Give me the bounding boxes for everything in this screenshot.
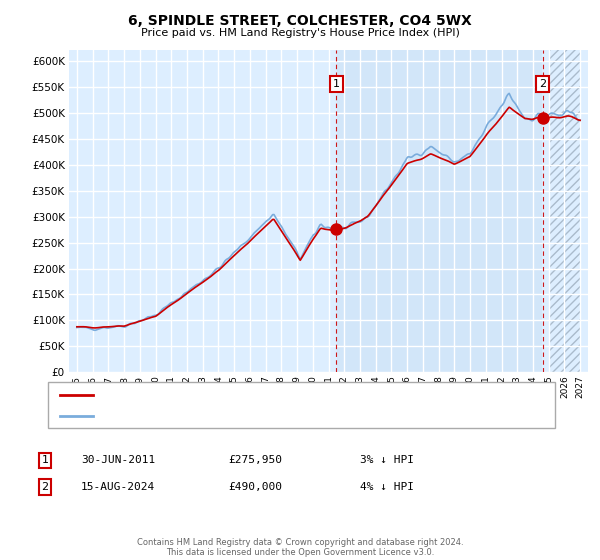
Text: 1: 1 xyxy=(333,79,340,89)
Text: £490,000: £490,000 xyxy=(228,482,282,492)
Text: 30-JUN-2011: 30-JUN-2011 xyxy=(81,455,155,465)
Text: 6, SPINDLE STREET, COLCHESTER, CO4 5WX: 6, SPINDLE STREET, COLCHESTER, CO4 5WX xyxy=(128,14,472,28)
Text: £275,950: £275,950 xyxy=(228,455,282,465)
Text: Price paid vs. HM Land Registry's House Price Index (HPI): Price paid vs. HM Land Registry's House … xyxy=(140,28,460,38)
Text: 15-AUG-2024: 15-AUG-2024 xyxy=(81,482,155,492)
Text: 3% ↓ HPI: 3% ↓ HPI xyxy=(360,455,414,465)
Text: HPI: Average price, detached house, Colchester: HPI: Average price, detached house, Colc… xyxy=(99,410,348,421)
Text: Contains HM Land Registry data © Crown copyright and database right 2024.
This d: Contains HM Land Registry data © Crown c… xyxy=(137,538,463,557)
Text: 2: 2 xyxy=(539,79,546,89)
Text: 2: 2 xyxy=(41,482,49,492)
Text: 6, SPINDLE STREET, COLCHESTER, CO4 5WX (detached house): 6, SPINDLE STREET, COLCHESTER, CO4 5WX (… xyxy=(99,390,426,400)
Text: 1: 1 xyxy=(41,455,49,465)
Text: 4% ↓ HPI: 4% ↓ HPI xyxy=(360,482,414,492)
